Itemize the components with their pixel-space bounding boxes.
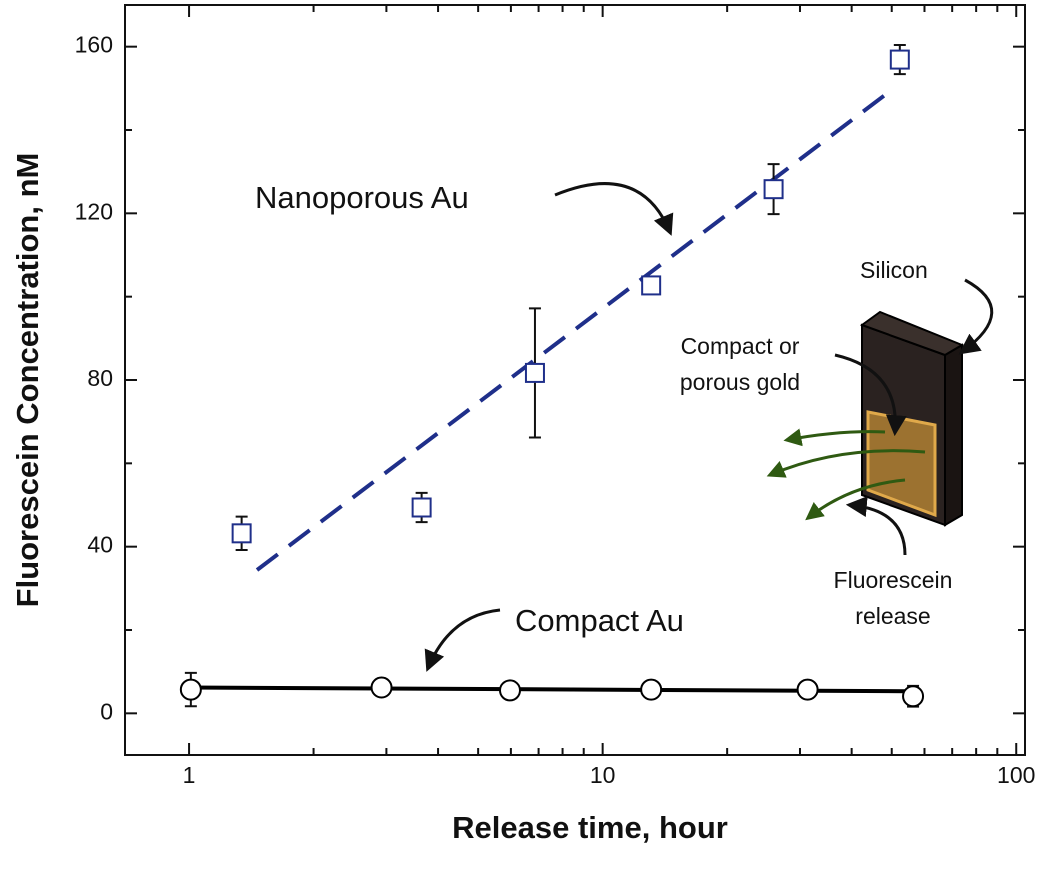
x-tick-label: 10 (590, 762, 616, 788)
y-tick-label: 0 (100, 698, 113, 724)
inset-label: Silicon (860, 257, 928, 283)
inset-label: release (855, 603, 930, 629)
fit-line (255, 92, 887, 572)
data-point (179, 678, 202, 701)
data-point (524, 362, 545, 383)
data-point (796, 678, 819, 701)
data-point (498, 679, 521, 702)
series-annotation: Compact Au (515, 603, 684, 638)
inset-diagram (766, 278, 994, 556)
series-annotation: Nanoporous Au (255, 180, 469, 215)
data-point (763, 179, 784, 200)
data-point (902, 685, 925, 708)
data-point (640, 678, 663, 701)
y-axis-title: Fluorescein Concentration, nM (10, 153, 45, 608)
x-tick-label: 1 (183, 762, 196, 788)
inset-label: porous gold (680, 369, 800, 395)
data-point (889, 49, 910, 70)
x-tick-label: 100 (997, 762, 1035, 788)
fit-line (189, 685, 907, 694)
inset-label: Fluorescein (834, 567, 953, 593)
annotation-arrow (424, 608, 501, 672)
inset-label: Compact or (681, 333, 800, 359)
y-tick-label: 80 (87, 365, 113, 391)
y-tick-label: 40 (87, 532, 113, 558)
data-point (641, 275, 662, 296)
y-tick-label: 160 (75, 32, 113, 58)
y-tick-label: 120 (75, 198, 113, 224)
data-point (411, 497, 432, 518)
data-point (370, 676, 393, 699)
x-axis-title: Release time, hour (452, 810, 728, 845)
annotation-arrow (554, 182, 674, 236)
data-point (231, 523, 252, 544)
